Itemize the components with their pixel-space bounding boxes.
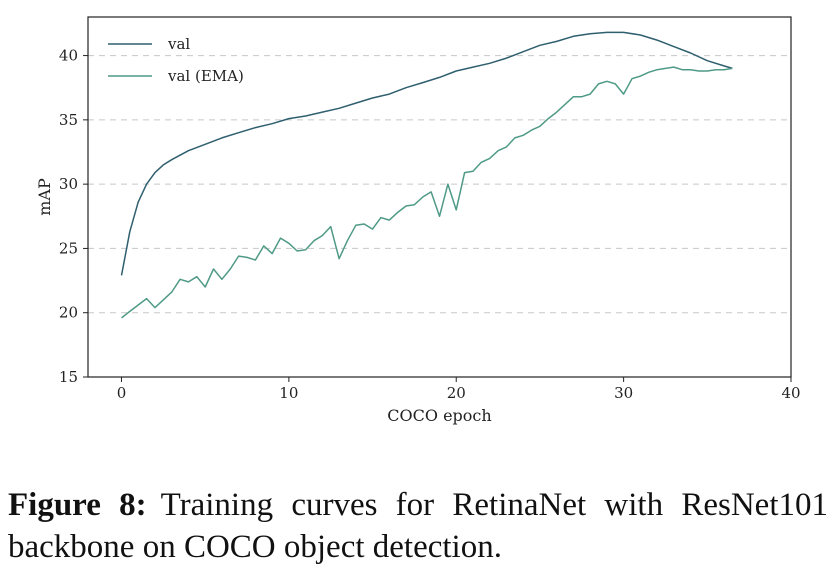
series-line-val — [120, 31, 733, 276]
caption-label: Figure 8: — [8, 487, 147, 523]
y-tick-label: 25 — [59, 239, 78, 257]
caption-text: Training curves for RetinaNet with ResNe… — [8, 487, 828, 565]
legend-label-val-ema: val (EMA) — [167, 67, 244, 85]
chart: 0 10 20 30 40 15 20 25 30 35 40 COCO epoch mAP va… — [35, 16, 801, 425]
y-tick-label: 15 — [59, 368, 78, 386]
x-tick-label: 30 — [614, 384, 633, 402]
x-tick-label: 40 — [781, 384, 800, 402]
series-layer — [120, 31, 733, 319]
figure-caption: Figure 8: Training curves for RetinaNet w… — [8, 484, 828, 568]
x-axis-ticks: 0 10 20 30 40 — [117, 377, 801, 402]
legend-label-val: val — [167, 35, 190, 53]
y-tick-label: 20 — [59, 304, 78, 322]
legend: val val (EMA) — [108, 35, 244, 85]
x-tick-label: 0 — [117, 384, 127, 402]
x-axis-label: COCO epoch — [387, 406, 491, 425]
y-tick-label: 30 — [59, 175, 78, 193]
grid-lines — [88, 55, 791, 314]
y-axis-label: mAP — [35, 178, 54, 216]
x-tick-label: 20 — [447, 384, 466, 402]
y-axis-ticks: 15 20 25 30 35 40 — [59, 47, 88, 386]
series-line-val-ema — [121, 66, 733, 319]
y-tick-label: 35 — [59, 111, 78, 129]
y-tick-label: 40 — [59, 47, 78, 65]
x-tick-label: 10 — [279, 384, 298, 402]
plot-frame — [87, 16, 792, 378]
